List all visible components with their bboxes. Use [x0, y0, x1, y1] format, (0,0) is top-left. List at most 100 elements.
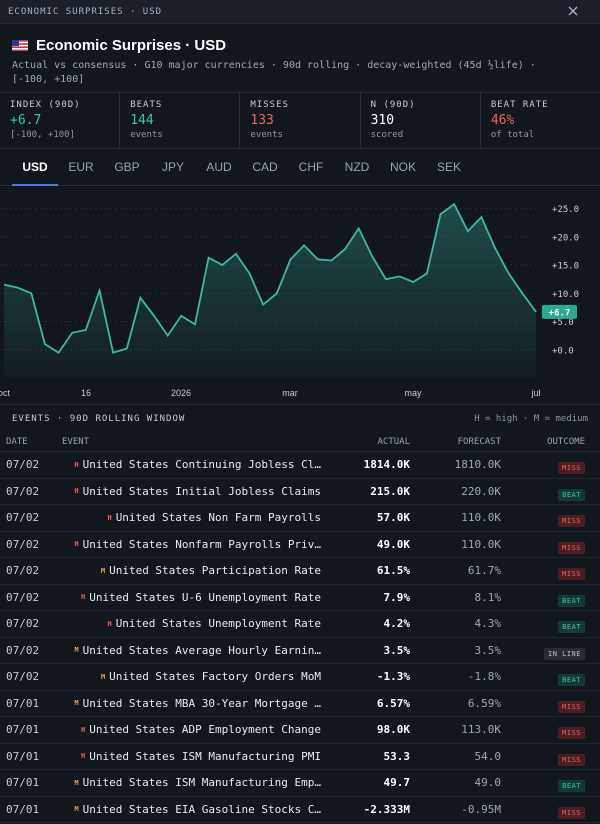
cell-forecast: 61.7% [467, 564, 501, 578]
importance-marker: H [80, 725, 86, 734]
x-tick-label: 16 [81, 388, 91, 398]
table-row[interactable]: 07/02 H United States Nonfarm Payrolls Pri… [0, 532, 600, 558]
event-name: United States MBA 30-Year Mortgage … [82, 696, 321, 710]
outcome-badge: MISS [558, 541, 585, 554]
cell-date: 07/02 [6, 590, 40, 604]
outcome-badge: MISS [558, 753, 585, 766]
tab-aud[interactable]: AUD [206, 159, 232, 174]
importance-marker: M [74, 778, 79, 787]
cell-event: H United States U-6 Unemployment Rate [62, 591, 324, 604]
outcome-badge: MISS [558, 462, 585, 475]
cell-event: H United States Initial Jobless Claims [62, 485, 324, 498]
table-row[interactable]: 07/02 H United States Unemployment Rate 4.2… [0, 611, 600, 638]
cell-outcome: BEAT [501, 773, 593, 793]
event-name: United States Nonfarm Payrolls Priv… [82, 537, 321, 551]
page-title: Economic Surprises · USD [36, 36, 227, 54]
event-name: United States Average Hourly Earnin… [82, 643, 321, 657]
outcome-badge: MISS [558, 700, 585, 713]
stat-sub: events [250, 130, 283, 140]
y-tick-label: +0.0 [552, 346, 574, 356]
window-title: ECONOMIC SURPRISES · USD [8, 6, 163, 17]
cell-date: 07/02 [6, 643, 40, 657]
outcome-badge: BEAT [558, 621, 585, 634]
column-header-outcome[interactable]: OUTCOME [547, 436, 585, 447]
stat-label: N (90D) [370, 100, 416, 110]
importance-marker: H [107, 513, 112, 522]
cell-outcome: BEAT [501, 588, 593, 607]
tab-jpy[interactable]: JPY [161, 159, 184, 174]
current-value-badge [542, 304, 577, 319]
cell-date: 07/02 [6, 617, 40, 631]
y-tick-label: +10.0 [552, 290, 579, 300]
tab-sek[interactable]: SEK [436, 159, 461, 174]
stat-sub: scored [370, 130, 404, 140]
stat-sub: events [130, 130, 163, 140]
cell-date: 07/02 [6, 670, 40, 684]
cell-outcome: MISS [501, 535, 593, 554]
cell-forecast: 110.0K [461, 537, 501, 551]
cell-outcome: MISS [501, 561, 593, 581]
cell-forecast: -0.95M [461, 802, 501, 816]
cell-date: 07/01 [6, 696, 40, 710]
cell-outcome: BEAT [501, 614, 593, 634]
table-row[interactable]: 07/02 M United States Participation Rate 61… [0, 558, 600, 585]
stat-misses: MISSES 133 events [240, 93, 361, 148]
importance-marker: H [80, 593, 86, 602]
cell-event: H United States Continuing Jobless Cl… [62, 458, 324, 471]
tab-eur[interactable]: EUR [68, 159, 94, 174]
table-row[interactable]: 07/01 H United States ISM Manufacturing PM… [0, 744, 600, 770]
cell-actual: 7.9% [383, 590, 411, 604]
x-tick-label: may [404, 388, 422, 398]
cell-actual: 4.2% [383, 617, 411, 631]
outcome-badge: BEAT [558, 780, 585, 793]
table-row[interactable]: 07/01 M United States EIA Gasoline Stocks … [0, 797, 600, 823]
cell-forecast: 220.0K [461, 484, 501, 498]
column-header-event[interactable]: EVENT [62, 436, 90, 447]
cell-date: 07/02 [6, 564, 40, 578]
tab-usd[interactable]: USD [12, 149, 58, 186]
cell-event: M United States EIA Gasoline Stocks C… [62, 803, 324, 816]
cell-event: H United States ISM Manufacturing PMI [62, 750, 324, 763]
cell-event: H United States Nonfarm Payrolls Priv… [62, 538, 324, 551]
cell-outcome: MISS [501, 720, 593, 740]
column-header-actual[interactable]: ACTUAL [377, 436, 410, 447]
tab-gbp[interactable]: GBP [114, 159, 140, 174]
cell-event: H United States Non Farm Payrolls [62, 511, 324, 524]
events-header: EVENTS · 90D ROLLING WINDOW H = high · M… [0, 404, 600, 432]
events-title: EVENTS · 90D ROLLING WINDOW [12, 413, 186, 424]
close-icon[interactable] [566, 4, 580, 18]
x-tick-label: oct [0, 388, 10, 398]
cell-date: 07/01 [6, 749, 40, 763]
table-row[interactable]: 07/02 M United States Factory Orders MoM -1… [0, 664, 600, 691]
tab-nok[interactable]: NOK [389, 159, 416, 174]
cell-actual: 57.0K [376, 511, 410, 525]
importance-legend: H = high · M = medium [474, 413, 588, 424]
table-row[interactable]: 07/01 H United States ADP Employment Chang… [0, 717, 600, 744]
column-header-date[interactable]: DATE [6, 436, 28, 447]
table-row[interactable]: 07/01 M United States MBA 30-Year Mortgage… [0, 691, 600, 717]
series-line [3, 202, 537, 354]
event-name: United States Unemployment Rate [115, 617, 321, 631]
stat-sub: [-100, +100] [10, 130, 76, 140]
tab-cad[interactable]: CAD [252, 159, 278, 174]
table-row[interactable]: 07/02 H United States Non Farm Payrolls 57.… [0, 505, 600, 532]
tab-nzd[interactable]: NZD [344, 159, 370, 174]
stat-value: +6.7 [10, 113, 42, 128]
x-tick-label: mar [282, 388, 298, 398]
table-row[interactable]: 07/02 H United States Initial Jobless Clai… [0, 479, 600, 505]
table-row[interactable]: 07/02 M United States Average Hourly Earni… [0, 638, 600, 664]
outcome-badge: MISS [558, 568, 585, 581]
page-subtitle: Actual vs consensus · G10 major currenci… [12, 60, 536, 85]
cell-event: H United States ADP Employment Change [62, 723, 324, 736]
event-name: United States Initial Jobless Claims [82, 484, 321, 498]
events-table-body: 07/02 H United States Continuing Jobless C… [0, 452, 600, 823]
cell-date: 07/01 [6, 723, 40, 737]
window-titlebar: ECONOMIC SURPRISES · USD [0, 0, 600, 24]
table-row[interactable]: 07/02 H United States U-6 Unemployment Rat… [0, 585, 600, 611]
table-row[interactable]: 07/01 M United States ISM Manufacturing Em… [0, 770, 600, 797]
cell-actual: 49.7 [383, 776, 411, 790]
cell-event: H United States Unemployment Rate [62, 617, 324, 630]
table-row[interactable]: 07/02 H United States Continuing Jobless C… [0, 452, 600, 479]
column-header-forecast[interactable]: FORECAST [457, 436, 501, 447]
tab-chf[interactable]: CHF [298, 159, 324, 174]
